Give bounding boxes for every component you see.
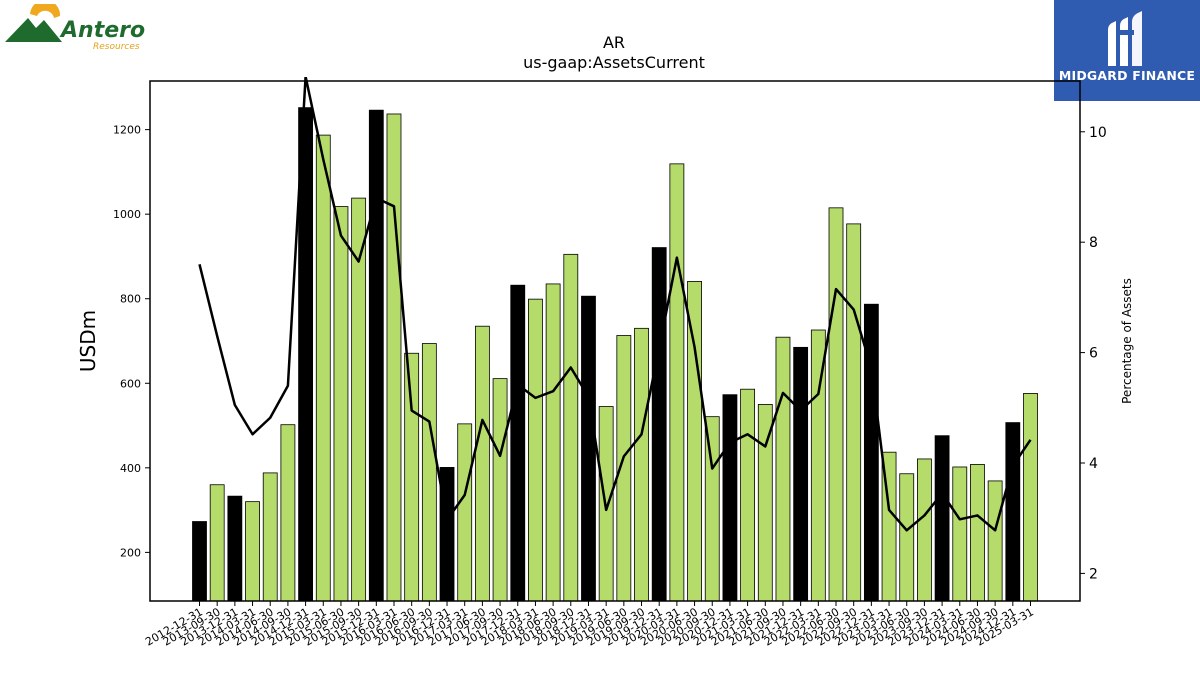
bar-2019-09-30 <box>634 327 649 601</box>
y2-tick-label: 6 <box>1089 346 1098 362</box>
bar-2015-06-30 <box>333 206 349 601</box>
y-tick-label: 400 <box>120 462 141 475</box>
bar-2018-12-31 <box>581 295 596 601</box>
bar-2017-12-31 <box>510 284 526 601</box>
bar-2021-06-30 <box>757 404 773 601</box>
bar-2018-03-31 <box>528 298 543 601</box>
y2-tick-label: 2 <box>1089 566 1098 582</box>
y-tick-label: 200 <box>120 546 141 559</box>
chart-title: AR <box>603 33 625 52</box>
bar-2013-12-31 <box>227 495 243 601</box>
y2-axis-label: Percentage of Assets <box>1120 278 1134 404</box>
bar-2017-09-30 <box>492 378 508 601</box>
bar-2021-12-31 <box>793 346 809 601</box>
midgard-wordmark: MIDGARD FINANCE <box>1058 68 1196 83</box>
y-axis-label: USDm <box>76 310 100 372</box>
bar-2021-09-30 <box>775 336 791 601</box>
y2-tick-label: 4 <box>1089 456 1098 472</box>
bar-2012-12-31 <box>192 521 207 601</box>
bar-2020-12-31 <box>722 394 738 601</box>
bar-2022-09-30 <box>846 223 862 601</box>
y2-tick-label: 10 <box>1089 125 1107 141</box>
bar-2015-12-31 <box>368 109 384 601</box>
bar-2023-12-31 <box>934 435 950 601</box>
bar-2017-06-30 <box>474 325 490 601</box>
bar-2025-03-31 <box>1023 393 1038 601</box>
bar-2014-03-31 <box>245 501 260 601</box>
y-tick-label: 600 <box>120 377 141 390</box>
plot-frame <box>149 80 1081 602</box>
bar-2015-09-30 <box>351 197 367 601</box>
midgard-logo: MIDGARD FINANCE <box>1054 0 1200 101</box>
bar-2016-06-30 <box>404 352 420 601</box>
y-tick-label: 800 <box>120 293 141 306</box>
antero-logo: Antero Resources <box>4 4 154 56</box>
bar-2014-06-30 <box>262 472 278 601</box>
y-tick-label: 1000 <box>113 208 141 221</box>
bar-2024-12-31 <box>1005 422 1021 601</box>
antero-subtext: Resources <box>93 42 140 52</box>
bar-2016-09-30 <box>421 343 437 601</box>
bar-2020-06-30 <box>687 280 702 601</box>
bar-2022-12-31 <box>863 303 879 601</box>
bar-2020-09-30 <box>704 416 720 601</box>
chart-subtitle: us-gaap:AssetsCurrent <box>523 53 705 72</box>
bar-2013-09-30 <box>209 484 225 601</box>
bar-2022-06-30 <box>828 207 844 601</box>
y-tick-label: 1200 <box>113 124 141 137</box>
bar-2018-06-30 <box>545 283 561 601</box>
bar-2020-03-31 <box>669 163 685 601</box>
bar-2019-12-31 <box>651 247 667 601</box>
antero-wordmark: Antero <box>61 18 146 43</box>
bar-2024-03-31 <box>952 466 968 601</box>
bar-2024-06-30 <box>970 464 985 601</box>
bar-2023-06-30 <box>899 473 915 601</box>
y2-tick-label: 8 <box>1089 235 1098 251</box>
percentage-line <box>198 77 1032 532</box>
bar-2015-03-31 <box>315 134 331 601</box>
bar-2014-09-30 <box>280 424 296 601</box>
bar-2024-09-30 <box>987 480 1003 601</box>
bar-2016-03-31 <box>386 113 402 601</box>
bar-2021-03-31 <box>740 388 756 601</box>
bar-2018-09-30 <box>563 253 579 601</box>
bar-2019-06-30 <box>616 335 632 601</box>
bar-2023-09-30 <box>917 458 932 601</box>
bar-2017-03-31 <box>457 423 473 601</box>
